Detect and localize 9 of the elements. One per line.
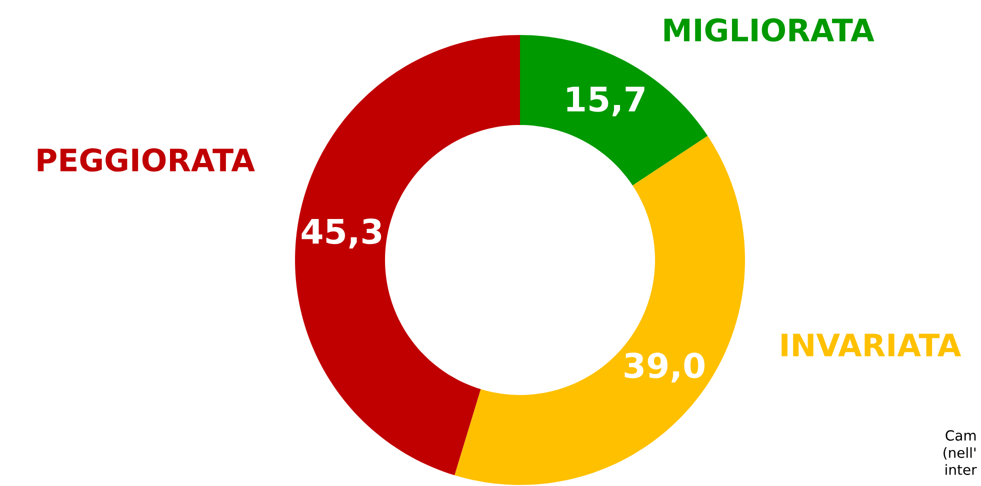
data-label: 45,3 bbox=[302, 218, 382, 248]
text: (nell' bbox=[944, 447, 976, 460]
data-label: 15,7 bbox=[567, 86, 644, 116]
slice-label: PEGGIORATA bbox=[38, 148, 255, 172]
data-label: 39,0 bbox=[624, 352, 704, 383]
slice-label: INVARIATA bbox=[782, 334, 962, 356]
slice-label: MIGLIORATA bbox=[664, 18, 874, 42]
text: inter bbox=[946, 464, 977, 475]
text: Cam bbox=[946, 430, 976, 441]
